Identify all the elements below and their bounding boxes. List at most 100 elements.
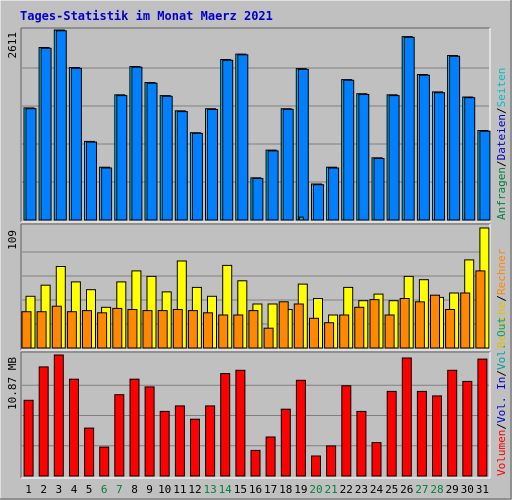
x-label-day-5: 5 (86, 483, 93, 496)
x-label-day-19: 19 (294, 483, 307, 496)
bar-rechner-day-18 (278, 301, 289, 349)
x-label-day-29: 29 (446, 483, 459, 496)
bar-volumen-day-17 (265, 436, 276, 477)
bar-dateien-day-25 (388, 95, 400, 221)
bar-rechner-day-19 (293, 303, 304, 349)
bar-dateien-day-28 (434, 92, 445, 221)
legend-entry: Rechner (495, 248, 508, 295)
x-label-day-11: 11 (173, 483, 186, 496)
legend-entry: / (495, 423, 508, 430)
x-label-day-3: 3 (55, 483, 62, 496)
y-max-label: 10.87 MB (6, 357, 19, 410)
bar-rechner-day-27 (414, 301, 425, 349)
bar-dateien-day-26 (403, 36, 415, 221)
bar-dateien-day-21 (328, 167, 340, 221)
x-label-day-26: 26 (400, 483, 413, 496)
bar-volumen-day-1 (23, 399, 34, 477)
x-label-day-13: 13 (203, 483, 216, 496)
bar-rechner-day-23 (354, 306, 365, 349)
legend-entry: / (495, 295, 508, 302)
bar-rechner-day-8 (127, 309, 138, 349)
bar-dateien-day-13 (207, 108, 218, 221)
bar-volumen-day-20 (311, 455, 321, 477)
chart-title: Tages-Statistik im Monat Maerz 2021 (20, 9, 273, 23)
bar-dateien-day-2 (40, 47, 52, 221)
x-label-day-7: 7 (116, 483, 123, 496)
bar-volumen-day-21 (326, 445, 337, 477)
bar-volumen-day-31 (477, 358, 488, 477)
x-label-day-25: 25 (385, 483, 398, 496)
bar-volumen-day-10 (159, 410, 170, 477)
bar-rechner-day-2 (36, 311, 47, 349)
bar-volumen-day-14 (220, 373, 231, 477)
legend-entry: Vol. Out (495, 317, 508, 370)
x-label-day-24: 24 (370, 483, 384, 496)
bar-volumen-day-8 (129, 378, 140, 477)
bar-dateien-day-5 (86, 141, 97, 221)
x-label-day-9: 9 (146, 483, 153, 496)
bar-volumen-day-15 (235, 369, 246, 477)
x-label-day-12: 12 (188, 483, 201, 496)
x-label-day-4: 4 (71, 483, 78, 496)
bar-rechner-day-28 (430, 294, 440, 349)
bar-volumen-day-28 (432, 395, 442, 477)
bar-rechner-day-1 (21, 311, 32, 349)
bar-dateien-day-24 (373, 158, 385, 221)
y-max-label: 2611 (6, 32, 19, 59)
legend-entry: Seiten (495, 68, 508, 108)
legend-entry: / (495, 107, 508, 114)
x-axis-labels: 1 2 3 4 5 6 7 8 9 10 11 12 13 14 15 16 17 18 19 20 21 22 23 24 2… (25, 483, 489, 496)
x-label-day-14: 14 (219, 483, 233, 496)
bar-volumen-day-30 (462, 380, 473, 477)
bar-rechner-day-22 (339, 314, 350, 349)
legend-entry: Dateien (495, 114, 508, 160)
bar-rechner-day-11 (172, 309, 183, 349)
bar-dateien-day-23 (358, 94, 370, 221)
x-label-day-1: 1 (25, 483, 32, 496)
visits-panel: 109 Besuche/Rechner (6, 223, 508, 351)
legend-entry: / (495, 370, 508, 377)
bar-dateien-day-16 (252, 178, 264, 221)
bar-rechner-day-29 (445, 309, 456, 349)
x-label-day-15: 15 (234, 483, 247, 496)
bar-dateien-day-30 (464, 97, 476, 221)
x-label-day-22: 22 (340, 483, 353, 496)
bar-rechner-day-16 (248, 310, 259, 349)
bar-dateien-day-4 (70, 67, 82, 221)
bar-rechner-day-9 (142, 310, 153, 349)
bar-volumen-day-6 (99, 446, 110, 477)
x-label-day-8: 8 (131, 483, 138, 496)
chart-panels: 2611Anfragen/Dateien/Seiten109Besuche/Re… (6, 27, 508, 479)
bar-volumen-day-5 (84, 427, 95, 477)
x-label-day-31: 31 (476, 483, 489, 496)
x-label-day-21: 21 (324, 483, 337, 496)
legend: Anfragen/Dateien/Seiten (495, 68, 508, 220)
bar-volumen-day-25 (386, 390, 397, 477)
x-label-day-17: 17 (264, 483, 277, 496)
bar-volumen-day-22 (341, 385, 352, 477)
bar-dateien-day-12 (191, 132, 203, 221)
bar-seiten-day-19 (298, 216, 304, 221)
bar-rechner-day-13 (203, 312, 213, 349)
bar-rechner-day-21 (324, 322, 335, 349)
bar-volumen-day-23 (356, 410, 367, 477)
bar-dateien-day-7 (116, 95, 128, 221)
bar-dateien-day-15 (237, 54, 249, 221)
legend-entry: Anfragen (495, 167, 508, 220)
legend-entry: Besuche (495, 302, 508, 348)
x-label-day-10: 10 (158, 483, 171, 496)
bar-rechner-day-10 (157, 310, 168, 349)
bar-volumen-day-16 (250, 449, 261, 477)
legend: Volumen/Vol. In/Vol. Out (495, 317, 508, 476)
bar-rechner-day-12 (187, 310, 198, 349)
bar-dateien-day-29 (449, 55, 461, 221)
bar-dateien-day-17 (267, 150, 279, 221)
bar-volumen-day-3 (53, 354, 64, 477)
bar-volumen-day-13 (205, 405, 216, 477)
x-label-day-27: 27 (415, 483, 428, 496)
x-label-day-2: 2 (40, 483, 47, 496)
legend-entry: / (495, 160, 508, 167)
x-label-day-20: 20 (309, 483, 322, 496)
